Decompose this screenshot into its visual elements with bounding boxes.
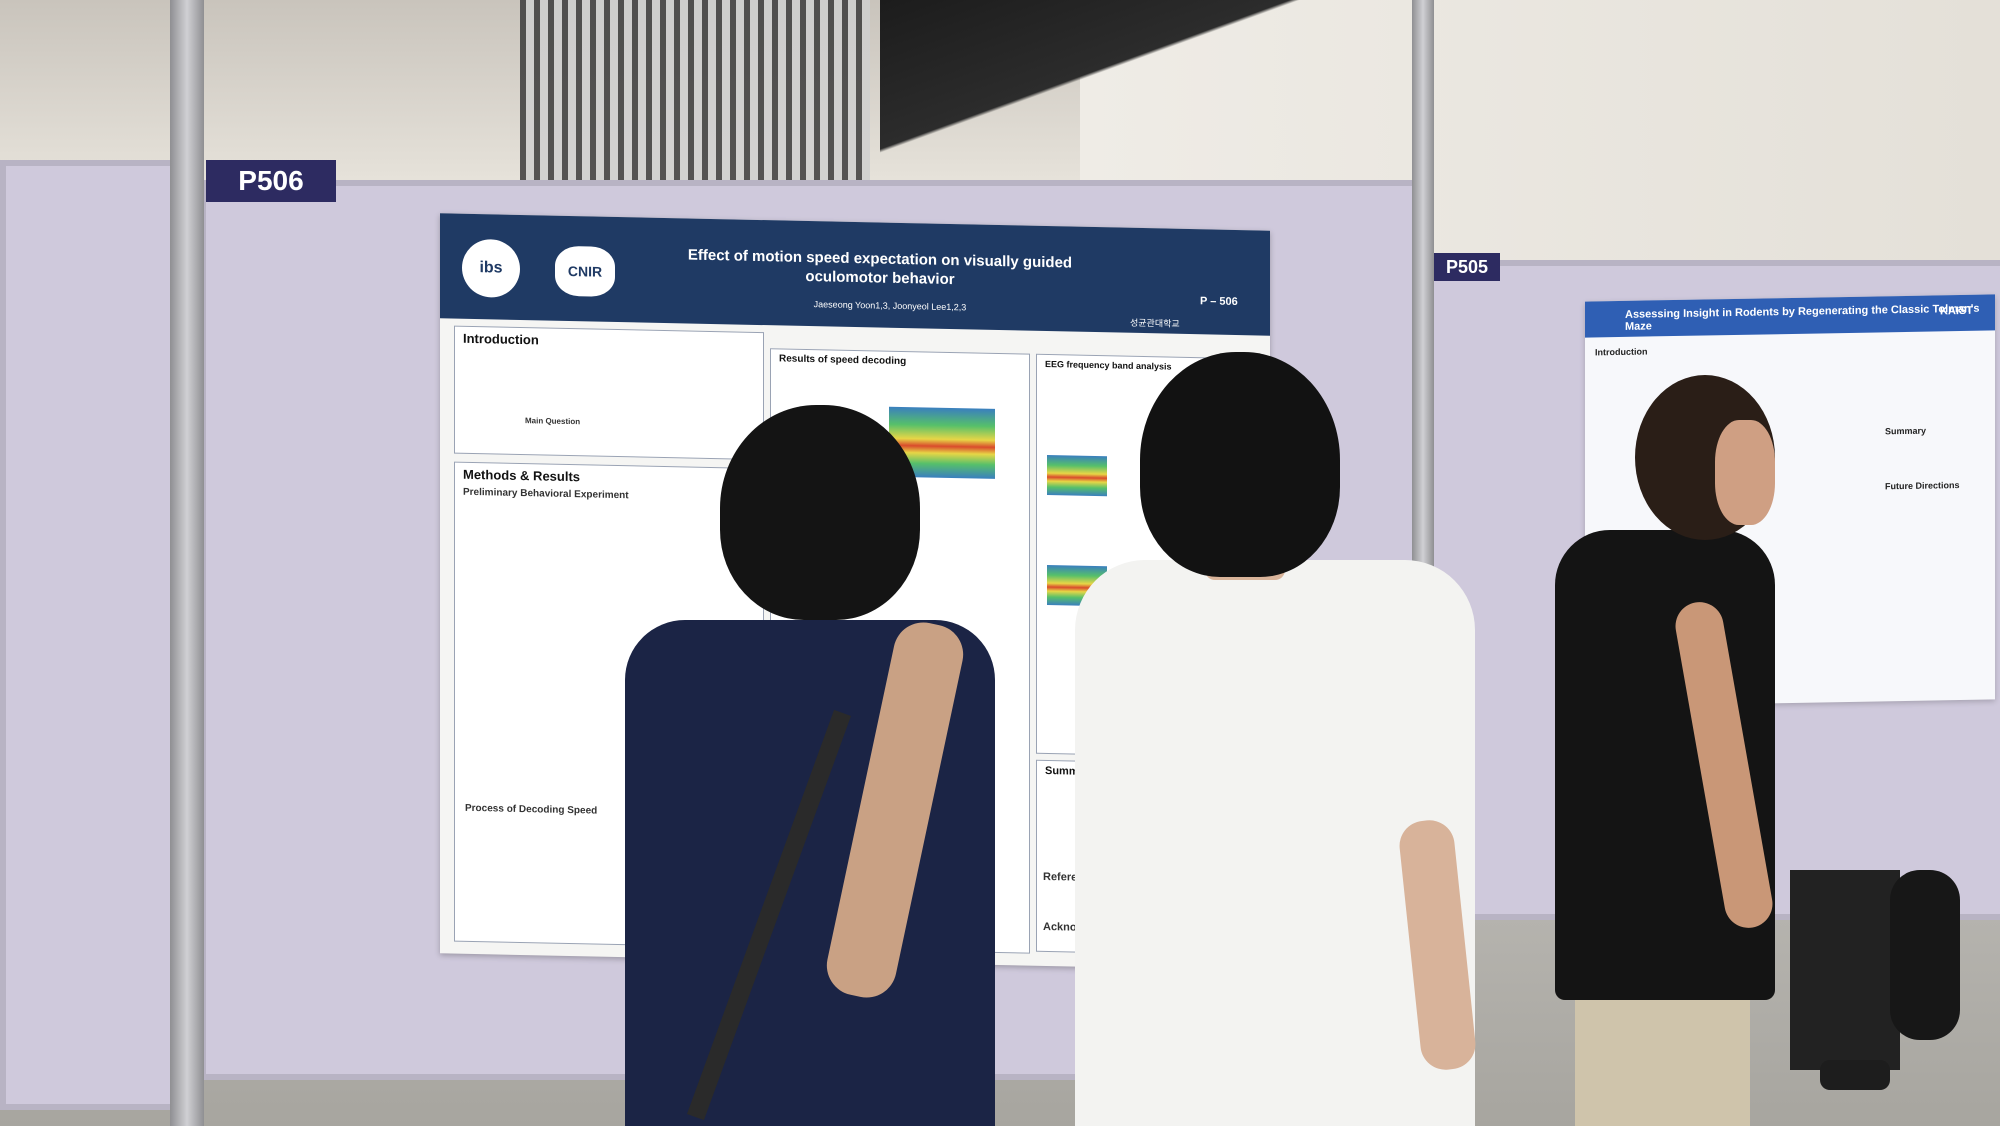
heatmap-figure [1047,455,1107,497]
ibs-logo: ibs [462,238,520,298]
section-title: Future Directions [1885,480,1960,492]
head [1140,352,1340,577]
board-number-tag: P505 [1434,253,1500,281]
section-title: Introduction [463,330,539,348]
section-title: EEG frequency band analysis [1045,358,1172,372]
board-number-tag: P506 [206,160,336,202]
board-pole [170,0,204,1126]
head [720,405,920,620]
pants [1575,985,1750,1126]
poster-section-introduction: Introduction Main Question [454,325,764,461]
poster-authors: Jaeseong Yoon1,3, Joonyeol Lee1,2,3 [813,299,967,313]
poster-board-far-left [0,160,200,1110]
poster-title: Effect of motion speed expectation on vi… [687,246,1073,288]
poster-header: ibs CNIR Effect of motion speed expectat… [440,213,1270,336]
section-subtitle: Process of Decoding Speed [465,802,598,817]
section-title: Methods & Results [463,466,581,485]
poster-id: P – 506 [1200,295,1238,309]
shoe [1820,1060,1890,1090]
university-name: 성균관대학교 [1130,317,1180,329]
section-subtitle: Preliminary Behavioral Experiment [463,486,629,502]
section-subtitle: Main Question [525,416,581,427]
section-title: Introduction [1595,346,1648,358]
backpack [1890,870,1960,1040]
poster-header: Assessing Insight in Rodents by Regenera… [1585,294,1995,338]
face [1715,420,1775,525]
cnir-logo: CNIR [555,245,615,297]
section-title: Summary [1885,425,1927,437]
section-title: Results of speed decoding [779,353,907,368]
background-person-legs [1790,870,1900,1070]
kaist-logo: KAIST [1940,304,1973,318]
ceiling-vent [520,0,870,200]
section-title: Refere [1043,870,1078,884]
